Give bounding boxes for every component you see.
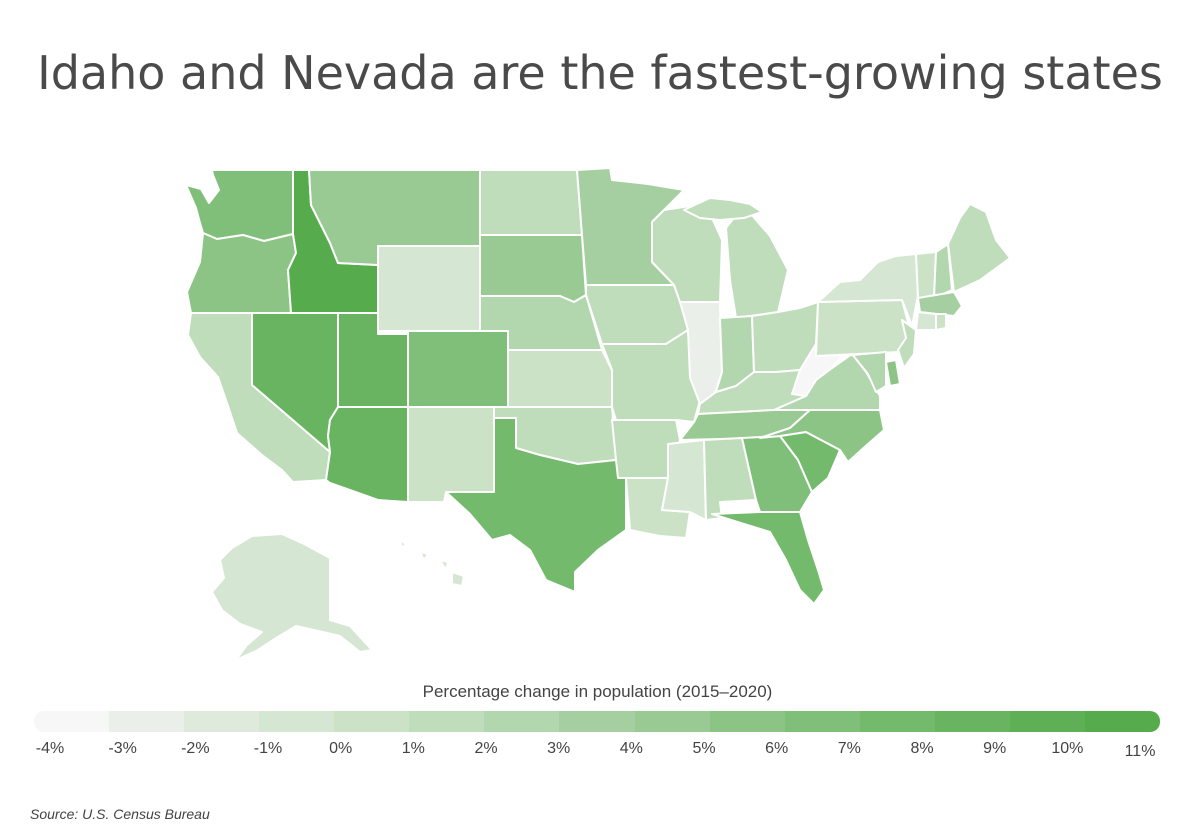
- legend-tick: 11%: [1124, 743, 1156, 760]
- legend-swatch: [109, 711, 185, 732]
- state-wa[interactable]: [185, 169, 294, 242]
- state-wy[interactable]: [377, 245, 481, 332]
- state-mi[interactable]: [725, 204, 789, 319]
- state-nm[interactable]: [407, 406, 495, 503]
- legend-color-scale: [34, 711, 1160, 732]
- legend-tick: -4%: [35, 740, 65, 757]
- legend-swatch: [859, 711, 935, 732]
- legend-tick: 7%: [837, 740, 861, 757]
- legend-title: Percentage change in population (2015–20…: [422, 682, 773, 701]
- legend-tick: 10%: [1051, 740, 1084, 757]
- legend-swatch: [484, 711, 560, 732]
- state-sd[interactable]: [479, 234, 587, 303]
- state-mi-upper[interactable]: [683, 197, 763, 221]
- legend-swatch: [634, 711, 710, 732]
- source-note: Source: U.S. Census Bureau: [30, 806, 210, 822]
- legend-swatch: [259, 711, 335, 732]
- state-az[interactable]: [325, 406, 409, 503]
- legend-tick: 6%: [765, 740, 789, 757]
- legend-swatch: [784, 711, 860, 732]
- legend-tick: 2%: [474, 740, 498, 757]
- page-title: Idaho and Nevada are the fastest-growing…: [37, 46, 1163, 100]
- legend-tick: 5%: [692, 740, 716, 757]
- state-wi[interactable]: [651, 205, 723, 303]
- state-vt[interactable]: [915, 251, 937, 299]
- legend-tick: 0%: [329, 740, 353, 757]
- state-me[interactable]: [947, 203, 1011, 293]
- legend-swatch: [184, 711, 260, 732]
- legend-tick: 9%: [983, 740, 1007, 757]
- state-ia[interactable]: [585, 284, 689, 345]
- state-md[interactable]: [841, 351, 887, 393]
- state-ks[interactable]: [507, 349, 613, 408]
- state-nd[interactable]: [479, 169, 583, 236]
- legend-swatch: [709, 711, 785, 732]
- legend-swatch: [1009, 711, 1085, 732]
- us-choropleth-map: [185, 167, 1011, 661]
- state-or[interactable]: [186, 232, 297, 314]
- legend-tick: 3%: [547, 740, 571, 757]
- state-de[interactable]: [885, 359, 901, 387]
- state-ri[interactable]: [935, 313, 947, 331]
- state-hi[interactable]: [399, 539, 465, 587]
- state-ma[interactable]: [917, 291, 963, 317]
- legend-tick: -1%: [253, 740, 283, 757]
- state-ak[interactable]: [211, 533, 373, 661]
- legend-tick: 4%: [619, 740, 643, 757]
- state-mo[interactable]: [601, 329, 701, 423]
- state-ms[interactable]: [661, 439, 707, 521]
- legend-tick: 1%: [401, 740, 425, 757]
- legend-tick: 8%: [910, 740, 934, 757]
- legend-tick-labels: -4% -3% -2% -1% 0% 1% 2% 3% 4% 5% 6% 7% 8% 9% 10% 11%: [0, 740, 1200, 764]
- legend-swatch: [559, 711, 635, 732]
- legend-swatch: [1084, 711, 1160, 732]
- state-nh[interactable]: [933, 243, 953, 299]
- legend-swatch: [34, 711, 110, 732]
- legend-tick: -3%: [108, 740, 137, 757]
- state-ny[interactable]: [817, 253, 919, 327]
- state-co[interactable]: [407, 330, 509, 408]
- legend-tick: -2%: [181, 740, 210, 757]
- state-ct[interactable]: [915, 311, 937, 331]
- state-nj[interactable]: [897, 319, 917, 369]
- legend-swatch: [934, 711, 1010, 732]
- legend-swatch: [409, 711, 485, 732]
- state-pa[interactable]: [815, 299, 911, 357]
- legend-swatch: [334, 711, 410, 732]
- state-fl[interactable]: [711, 511, 825, 605]
- state-tx[interactable]: [445, 417, 627, 593]
